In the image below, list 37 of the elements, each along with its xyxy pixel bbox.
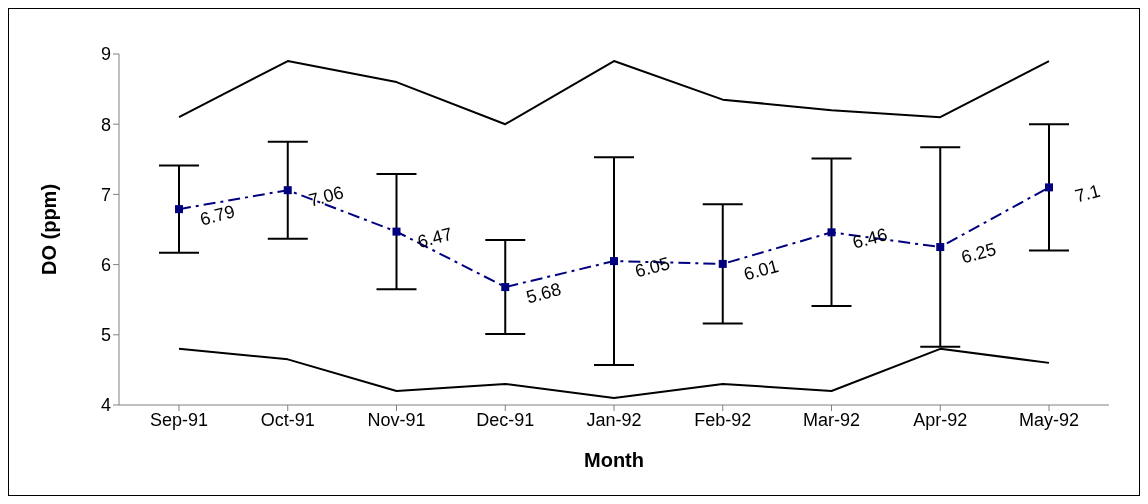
y-tick-label: 5 <box>100 325 111 346</box>
point <box>610 257 618 266</box>
line-series <box>178 60 1050 126</box>
y-tick-label: 7 <box>100 184 111 205</box>
data-label: 7.06 <box>306 182 346 211</box>
point <box>501 283 510 292</box>
point <box>1045 183 1053 192</box>
data-label: 5.68 <box>524 279 564 308</box>
y-tick-label: 4 <box>100 395 111 416</box>
x-tick-label: May-92 <box>1018 409 1080 430</box>
data-label: 7.1 <box>1072 180 1103 207</box>
x-tick-label: Sep-91 <box>149 409 209 430</box>
x-tick-label: Apr-92 <box>913 409 968 430</box>
point <box>175 205 183 214</box>
x-axis-title: Month <box>584 449 644 471</box>
point <box>392 227 401 236</box>
x-tick-label: Feb-92 <box>694 409 752 430</box>
line-series <box>178 347 1050 399</box>
point <box>283 186 292 195</box>
point <box>827 228 836 237</box>
data-label: 6.01 <box>741 255 781 285</box>
y-tick-label: 6 <box>100 254 111 275</box>
x-tick-label: Nov-91 <box>367 409 426 430</box>
point <box>936 243 945 252</box>
y-tick-label: 8 <box>100 114 111 135</box>
y-tick-label: 9 <box>100 44 111 65</box>
data-label: 6.47 <box>415 223 455 253</box>
data-label: 6.25 <box>959 239 999 268</box>
x-tick-label: Jan-92 <box>586 409 642 430</box>
y-axis-title: DO (ppm) <box>38 183 61 276</box>
point <box>718 259 727 268</box>
data-label: 6.05 <box>632 253 672 282</box>
x-tick-label: Dec-91 <box>476 409 535 430</box>
data-label: 6.46 <box>850 224 890 253</box>
x-tick-label: Oct-91 <box>260 409 315 430</box>
data-label: 6.79 <box>197 201 237 230</box>
x-tick-label: Mar-92 <box>802 409 861 430</box>
